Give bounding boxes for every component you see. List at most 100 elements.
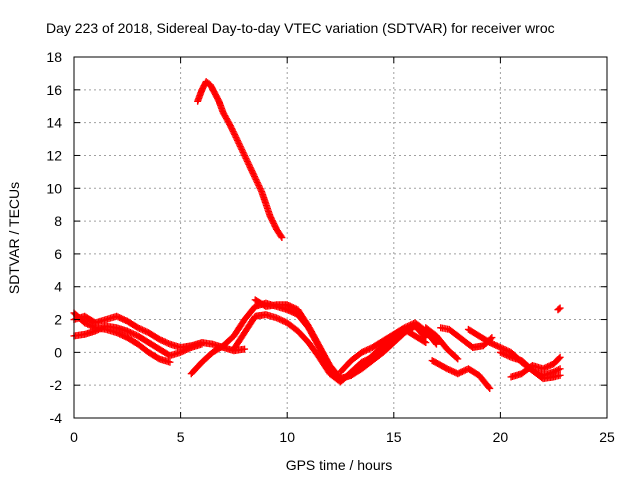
y-tick-label: 4: [54, 279, 62, 295]
data-point: [545, 362, 553, 370]
data-point: [421, 332, 429, 340]
data-point: [539, 365, 547, 373]
data-point: [443, 365, 451, 373]
data-point: [113, 312, 121, 320]
data-point: [117, 331, 125, 339]
x-tick-label: 25: [599, 429, 615, 445]
data-point: [458, 368, 466, 376]
data-point: [454, 370, 462, 378]
data-point: [160, 337, 168, 345]
data-point: [157, 336, 165, 344]
data-point: [446, 366, 454, 374]
data-point: [183, 346, 191, 354]
data-point: [556, 353, 564, 361]
data-point: [137, 325, 145, 333]
data-point: [448, 367, 456, 375]
data-point: [502, 351, 510, 359]
data-point: [90, 323, 98, 331]
data-point: [125, 328, 133, 336]
data-point: [432, 340, 440, 348]
data-point: [460, 367, 468, 375]
data-point: [85, 321, 93, 329]
data-point: [492, 341, 500, 349]
data-point: [498, 349, 506, 357]
data-point: [120, 332, 128, 340]
data-point: [554, 366, 562, 374]
data-point: [365, 345, 373, 353]
data-point: [541, 364, 549, 372]
data-point: [493, 342, 501, 350]
data-point: [277, 232, 285, 240]
data-point: [135, 324, 143, 332]
series-track-14: [496, 348, 564, 383]
data-point: [288, 303, 296, 311]
data-point: [359, 348, 367, 356]
data-point: [116, 330, 124, 338]
x-tick-label: 15: [386, 429, 402, 445]
data-point: [486, 384, 494, 392]
data-point: [556, 371, 564, 379]
y-tick-label: 10: [46, 180, 62, 196]
data-point: [119, 331, 127, 339]
series-track-16: [554, 304, 564, 314]
plot-frame: [73, 56, 608, 419]
data-point: [131, 331, 139, 339]
data-point: [283, 301, 291, 309]
data-point: [453, 354, 461, 362]
data-point: [158, 337, 166, 345]
data-point: [181, 346, 189, 354]
y-tick-label: -2: [50, 377, 63, 393]
data-point: [496, 348, 504, 356]
data-point: [544, 363, 552, 371]
data-point: [286, 302, 294, 310]
data-point: [134, 324, 142, 332]
series-track-15: [507, 353, 564, 381]
data-point: [139, 326, 147, 334]
data-point: [556, 365, 564, 373]
data-point: [277, 316, 285, 324]
data-point: [285, 301, 293, 309]
data-point: [113, 329, 121, 337]
data-point: [454, 355, 462, 363]
data-point: [431, 339, 439, 347]
data-point: [129, 330, 137, 338]
data-point: [422, 334, 430, 342]
data-point: [358, 348, 366, 356]
data-point: [114, 313, 122, 321]
series-track-7: [194, 78, 286, 241]
y-tick-label: 6: [54, 246, 62, 262]
x-tick-label: 5: [177, 429, 185, 445]
y-tick-label: 12: [46, 147, 62, 163]
data-point: [547, 361, 555, 369]
y-tick-label: 2: [54, 312, 62, 328]
x-tick-label: 0: [70, 429, 78, 445]
y-tick-label: 14: [46, 115, 62, 131]
data-point: [114, 329, 122, 337]
series-track-10: [422, 324, 462, 363]
data-point: [198, 340, 206, 348]
data-point: [501, 350, 509, 358]
data-point: [489, 340, 497, 348]
data-point: [257, 186, 265, 194]
data-point: [499, 350, 507, 358]
series-track-12: [437, 324, 496, 351]
data-point: [485, 383, 493, 391]
data-point: [361, 347, 369, 355]
data-point: [180, 347, 188, 355]
data-points: [70, 78, 564, 392]
data-point: [276, 315, 284, 323]
data-point: [273, 314, 281, 322]
data-point: [184, 345, 192, 353]
data-point: [82, 320, 90, 328]
data-point: [126, 328, 134, 336]
data-point: [81, 319, 89, 327]
y-tick-label: 18: [46, 49, 62, 65]
data-point: [142, 327, 150, 335]
data-point: [241, 345, 249, 353]
data-point: [364, 346, 372, 354]
y-tick-label: 16: [46, 82, 62, 98]
data-point: [166, 358, 174, 366]
data-point: [506, 353, 514, 361]
data-point: [504, 352, 512, 360]
